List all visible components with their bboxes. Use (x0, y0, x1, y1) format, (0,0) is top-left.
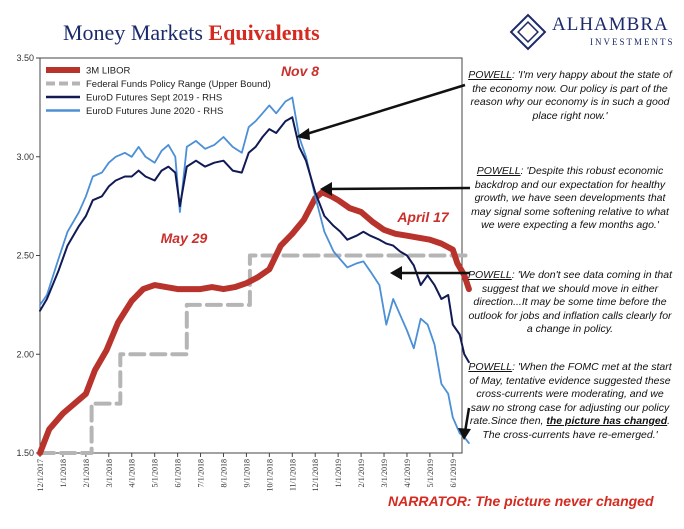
arrow-powell2 (324, 186, 471, 191)
arrow-powell1 (299, 83, 466, 138)
powell-quote-4: POWELL: 'When the FOMC met at the start … (466, 361, 674, 442)
arrow-head (458, 428, 471, 440)
chart-legend: 3M LIBOR Federal Funds Policy Range (Uppe… (46, 66, 271, 117)
x-tick-label: 1/1/2018 (59, 459, 68, 487)
chart-date-label: Nov 8 (281, 63, 319, 79)
arrow-head (296, 128, 310, 140)
y-tick-label: 2.50 (16, 251, 34, 261)
series-3m-libor (37, 189, 472, 456)
x-tick-label: 8/1/2018 (219, 459, 228, 487)
powell-quote-text: : 'We don't see data coming in that sugg… (468, 269, 672, 335)
x-tick-label: 5/1/2018 (151, 459, 160, 487)
y-tick-label: 3.00 (16, 152, 34, 162)
arrow-powell4 (463, 407, 471, 433)
powell-quote-emphasis: the picture has changed (546, 415, 668, 427)
chart-date-label: May 29 (161, 230, 208, 246)
x-tick-label: 4/1/2019 (403, 459, 412, 487)
chart-series (37, 96, 474, 456)
x-tick-label: 6/1/2018 (174, 459, 183, 487)
alhambra-logo: ALHAMBRA INVESTMENTS (508, 12, 678, 52)
powell-quote-1: POWELL: 'I'm very happy about the state … (466, 69, 674, 123)
arrow-head (390, 266, 402, 280)
x-tick-label: 3/1/2019 (380, 459, 389, 487)
powell-prefix: POWELL (476, 165, 521, 177)
x-tick-label: 1/1/2019 (334, 459, 343, 487)
powell-prefix: POWELL (468, 361, 513, 373)
x-tick-label: 4/1/2018 (128, 459, 137, 487)
powell-quote-text: : 'I'm very happy about the state of the… (470, 69, 672, 122)
x-tick-label: 11/1/2018 (288, 459, 297, 491)
legend-label: EuroD Futures Sept 2019 - RHS (86, 93, 222, 104)
series-eurod-jun2020 (39, 96, 470, 445)
y-tick-label: 3.50 (16, 53, 34, 63)
powell-quote-text-end: . The cross-currents have re-emerged.' (482, 415, 671, 441)
x-tick-label: 3/1/2018 (105, 459, 114, 487)
y-tick-label: 2.00 (16, 349, 34, 359)
powell-quote-2: POWELL: 'Despite this robust economic ba… (466, 165, 674, 233)
x-tick-label: 2/1/2018 (82, 459, 91, 487)
page-title: Money Markets Equivalents (63, 20, 320, 46)
series-eurod-sep2019 (39, 116, 470, 364)
chart-labels: Nov 8 May 29 April 17 (161, 63, 450, 246)
legend-label: 3M LIBOR (86, 66, 130, 77)
powell-quote-text: : 'Despite this robust economic backdrop… (471, 165, 669, 231)
powell-prefix: POWELL (467, 269, 512, 281)
x-tick-label: 2/1/2019 (357, 459, 366, 487)
y-tick-label: 1.50 (16, 448, 34, 458)
legend-label: Federal Funds Policy Range (Upper Bound) (86, 79, 271, 90)
powell-prefix: POWELL (468, 69, 512, 81)
x-tick-label: 12/1/2017 (36, 459, 45, 491)
logo-brand: ALHAMBRA (552, 14, 669, 35)
title-main: Money Markets (63, 20, 209, 45)
x-tick-label: 7/1/2018 (197, 459, 206, 487)
x-tick-label: 6/1/2019 (449, 459, 458, 487)
title-highlight: Equivalents (208, 20, 320, 45)
logo-emblem-icon (509, 13, 547, 51)
logo-subtitle: INVESTMENTS (590, 37, 675, 47)
annotation-arrows (296, 83, 471, 440)
powell-quote-3: POWELL: 'We don't see data coming in tha… (466, 269, 674, 337)
powell-quote-text: : 'When the FOMC met at the start of May… (469, 361, 672, 427)
narrator-caption: NARRATOR: The picture never changed (388, 493, 654, 509)
x-tick-label: 5/1/2019 (426, 459, 435, 487)
legend-label: EuroD Futures June 2020 - RHS (86, 106, 223, 117)
x-tick-label: 9/1/2018 (242, 459, 251, 487)
chart-date-label: April 17 (396, 209, 450, 225)
arrow-head (320, 182, 332, 196)
x-tick-label: 12/1/2018 (311, 459, 320, 491)
x-tick-label: 10/1/2018 (265, 459, 274, 491)
